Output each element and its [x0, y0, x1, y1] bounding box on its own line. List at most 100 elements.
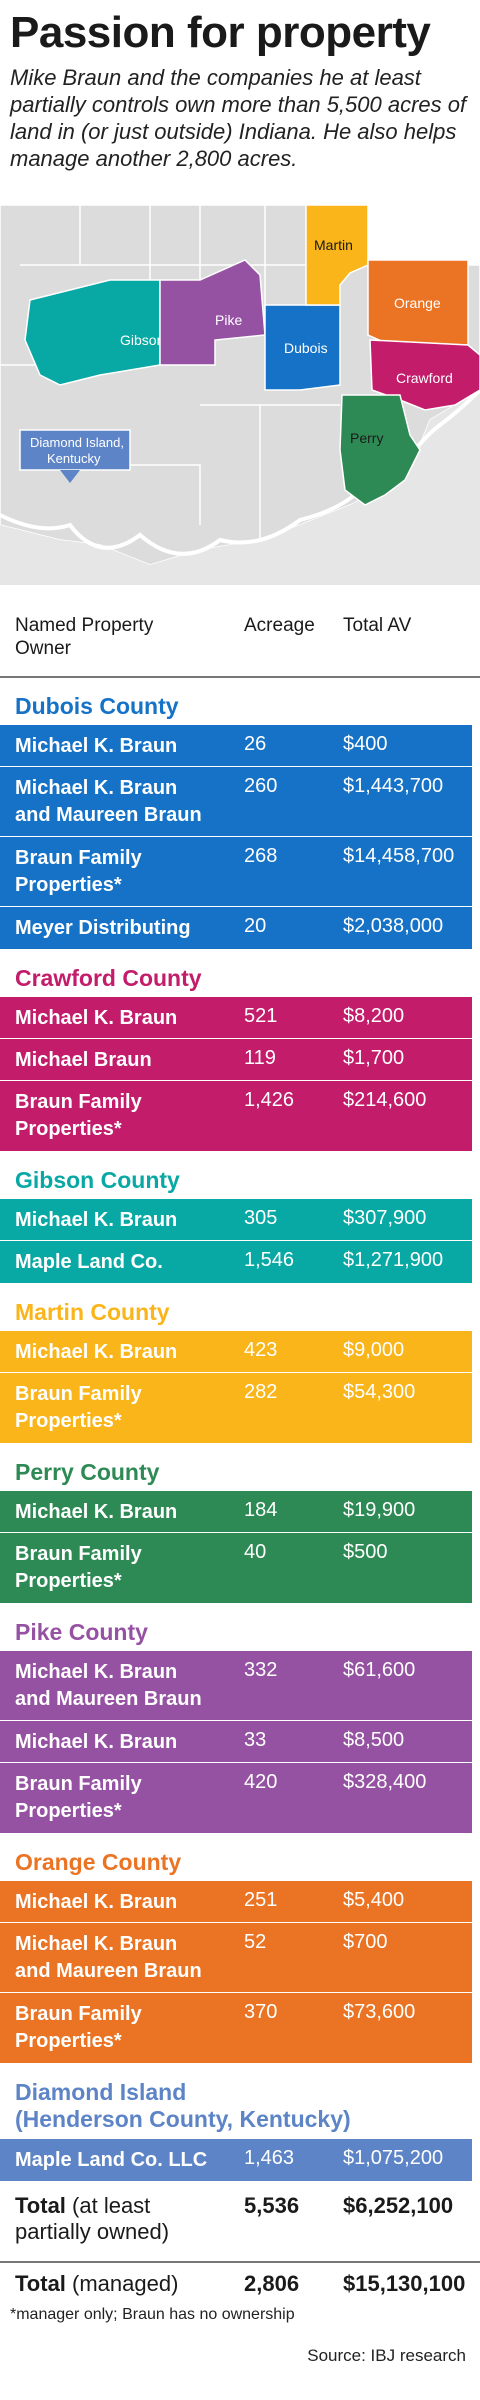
acreage-cell: 521	[244, 1005, 278, 1027]
acreage-cell: 332	[244, 1659, 278, 1681]
av-cell: $700	[343, 1931, 388, 1953]
section-title-line1: Dubois County	[15, 693, 179, 719]
header-owner: Named Property Owner	[15, 614, 153, 660]
owner-line1: Michael K. Braun	[15, 777, 178, 799]
av-cell: $1,443,700	[343, 775, 444, 797]
header-owner-line2: Owner	[15, 638, 71, 659]
table-row: Michael K. Braun and Maureen Braun 332 $61,…	[0, 1651, 472, 1721]
owner-cell: Michael K. Braun and Maureen Braun	[15, 1931, 235, 1985]
table-row: Braun Family Properties* 282 $54,300	[0, 1373, 472, 1443]
section-title: Crawford County	[15, 965, 202, 992]
section-title-line1: Gibson County	[15, 1167, 180, 1193]
source-credit: Source: IBJ research	[307, 2346, 466, 2365]
kentucky-land	[0, 385, 480, 585]
section-title: Dubois County	[15, 693, 179, 720]
crawford-label: Crawford	[396, 370, 453, 386]
acreage-cell: 282	[244, 1381, 278, 1403]
acreage-cell: 20	[244, 915, 267, 937]
av-cell: $500	[343, 1541, 388, 1563]
table-row: Braun Family Properties* 268 $14,458,700	[0, 837, 472, 907]
owner-cell: Michael K. Braun	[15, 733, 235, 760]
av-cell: $1,271,900	[343, 1249, 444, 1271]
owner-line2: Properties*	[15, 2030, 122, 2052]
table-row: Maple Land Co. 1,546 $1,271,900	[0, 1241, 472, 1283]
owner-line1: Michael K. Braun	[15, 1731, 178, 1753]
totals-label-rest: (at least	[65, 2193, 151, 2218]
table-row: Michael Braun 119 $1,700	[0, 1039, 472, 1081]
acreage-cell: 184	[244, 1499, 278, 1521]
totals-label: Total (managed)	[15, 2271, 178, 2297]
table-row: Michael K. Braun 26 $400	[0, 725, 472, 767]
av-cell: $307,900	[343, 1207, 427, 1229]
owner-line2: Properties*	[15, 1118, 122, 1140]
totals-acreage: 2,806	[244, 2271, 300, 2296]
acreage-cell: 40	[244, 1541, 267, 1563]
acreage-cell: 1,546	[244, 1249, 295, 1271]
perry-label: Perry	[350, 430, 383, 446]
owner-cell: Michael Braun	[15, 1047, 235, 1074]
header-owner-line1: Named Property	[15, 615, 154, 636]
totals-label-bold: Total	[15, 2193, 66, 2218]
table-row: Braun Family Properties* 40 $500	[0, 1533, 472, 1603]
owner-cell: Michael K. Braun and Maureen Braun	[15, 1659, 235, 1713]
owner-line1: Michael K. Braun	[15, 1341, 178, 1363]
table-row: Meyer Distributing 20 $2,038,000	[0, 907, 472, 949]
owner-line1: Braun Family	[15, 1091, 142, 1113]
section-title-line1: Martin County	[15, 1299, 170, 1325]
section-title-line1: Orange County	[15, 1849, 182, 1875]
av-cell: $214,600	[343, 1089, 427, 1111]
av-cell: $1,700	[343, 1047, 405, 1069]
owner-cell: Michael K. Braun	[15, 1729, 235, 1756]
orange-label: Orange	[394, 295, 441, 311]
gibson-county	[24, 279, 161, 386]
section-title: Perry County	[15, 1459, 159, 1486]
owner-cell: Braun Family Properties*	[15, 2001, 235, 2055]
table-row: Braun Family Properties* 370 $73,600	[0, 1993, 472, 2063]
section-title-line1: Perry County	[15, 1459, 160, 1485]
av-cell: $14,458,700	[343, 845, 455, 867]
martin-label: Martin	[314, 237, 353, 253]
totals-rule	[0, 2261, 480, 2263]
section-title: Gibson County	[15, 1167, 180, 1194]
section-title-line2: (Henderson County, Kentucky)	[15, 2106, 351, 2132]
totals-label-bold: Total	[15, 2271, 66, 2296]
av-cell: $61,600	[343, 1659, 416, 1681]
crawford-county	[369, 339, 480, 411]
header-total-av: Total AV	[343, 615, 412, 636]
av-cell: $8,200	[343, 1005, 405, 1027]
av-cell: $2,038,000	[343, 915, 444, 937]
acreage-cell: 33	[244, 1729, 267, 1751]
owner-cell: Michael K. Braun	[15, 1499, 235, 1526]
owner-line1: Michael K. Braun	[15, 1007, 178, 1029]
totals-acreage: 5,536	[244, 2193, 300, 2218]
table-row: Braun Family Properties* 420 $328,400	[0, 1763, 472, 1833]
av-cell: $8,500	[343, 1729, 405, 1751]
owner-line1: Maple Land Co. LLC	[15, 2149, 208, 2171]
owner-line2: Properties*	[15, 874, 122, 896]
acreage-cell: 119	[244, 1047, 276, 1069]
totals-label: Total (at least partially owned)	[15, 2193, 169, 2245]
owner-cell: Michael K. Braun	[15, 1005, 235, 1032]
totals-av: $15,130,100	[343, 2271, 466, 2296]
av-cell: $1,075,200	[343, 2147, 444, 2169]
owner-line1: Michael K. Braun	[15, 735, 178, 757]
perry-county	[339, 394, 421, 506]
table-row: Michael K. Braun 305 $307,900	[0, 1199, 472, 1241]
owner-line2: Properties*	[15, 1570, 122, 1592]
acreage-cell: 1,426	[244, 1089, 295, 1111]
acreage-cell: 370	[244, 2001, 278, 2023]
owner-line1: Michael K. Braun	[15, 1891, 178, 1913]
table-header: Named Property Owner Acreage Total AV	[0, 614, 480, 686]
owner-cell: Meyer Distributing	[15, 915, 235, 942]
owner-line1: Braun Family	[15, 1543, 142, 1565]
totals-label-rest: (managed)	[65, 2271, 179, 2296]
owner-cell: Braun Family Properties*	[15, 1089, 235, 1143]
owner-line1: Maple Land Co.	[15, 1251, 163, 1273]
owner-line2: and Maureen Braun	[15, 804, 202, 826]
martin-county	[305, 205, 369, 306]
diamond-label-2: Kentucky	[47, 451, 101, 466]
diamond-label-1: Diamond Island,	[30, 435, 124, 450]
table-row: Michael K. Braun and Maureen Braun 52 $700	[0, 1923, 472, 1993]
av-cell: $328,400	[343, 1771, 427, 1793]
acreage-cell: 305	[244, 1207, 278, 1229]
